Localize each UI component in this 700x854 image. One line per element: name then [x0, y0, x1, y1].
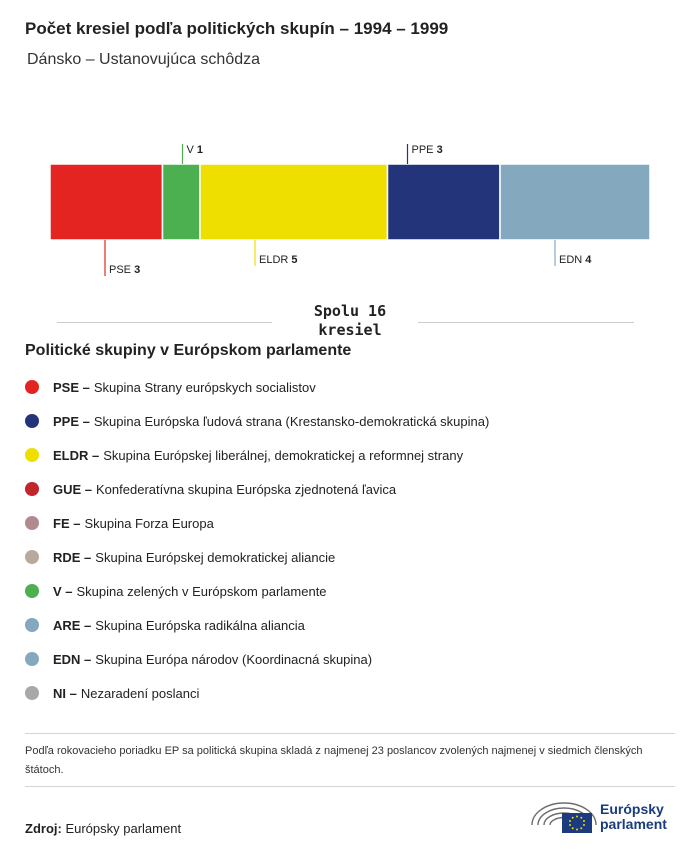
legend-abbr: NI – — [53, 685, 77, 701]
source-line: Zdroj: Európsky parlament — [25, 821, 181, 836]
legend-dot-icon — [25, 618, 39, 632]
legend-name: Skupina zelených v Európskom parlamente — [76, 583, 327, 599]
bar-data-label: PPE 3 — [412, 144, 443, 156]
legend-dot-icon — [25, 686, 39, 700]
legend-item: EDN – Skupina Európa národov (Koordinacná… — [25, 642, 489, 676]
bar-segment-eldr — [199, 163, 389, 241]
legend-dot-icon — [25, 550, 39, 564]
legend-item: RDE – Skupina Európskej demokratickej ali… — [25, 540, 489, 574]
legend-name: Skupina Európska ľudová strana (Krestans… — [93, 413, 490, 429]
legend-name: Konfederatívna skupina Európska zjednote… — [96, 481, 397, 497]
legend-item: ELDR – Skupina Európskej liberálnej, demo… — [25, 438, 489, 472]
legend-name: Skupina Európskej liberálnej, demokratic… — [103, 447, 464, 463]
legend-dot-icon — [25, 380, 39, 394]
legend-item: PSE – Skupina Strany európskych socialist… — [25, 370, 489, 404]
bar-segment-pse — [49, 163, 164, 241]
legend-item: GUE – Konfederatívna skupina Európska zje… — [25, 472, 489, 506]
legend-name: Skupina Európska radikálna aliancia — [95, 617, 305, 633]
bar-segment-ppe — [386, 163, 501, 241]
legend-abbr: EDN – — [53, 651, 92, 667]
chart-subtitle: Dánsko – Ustanovujúca schôdza — [27, 51, 261, 68]
stacked-bar-chart: PSE 3 V 1 ELDR 5 PPE 3 EDN 4 — [49, 144, 651, 276]
legend-item: FE – Skupina Forza Europa — [25, 506, 489, 540]
chart-title: Počet kresiel podľa politických skupín –… — [25, 19, 449, 38]
legend-name: Skupina Forza Europa — [84, 515, 214, 531]
total-seats-line2: kresiel — [318, 321, 382, 339]
legend-abbr: ARE – — [53, 617, 92, 633]
bar-data-label: PSE 3 — [109, 264, 140, 276]
total-seats-label: Spolu 16 kresiel — [275, 302, 425, 340]
logo-text: Európsky parlament — [600, 802, 667, 832]
total-divider-left — [57, 322, 272, 323]
legend-abbr: ELDR – — [53, 447, 100, 463]
legend-abbr: GUE – — [53, 481, 93, 497]
legend-dot-icon — [25, 652, 39, 666]
bar-data-label: V 1 — [187, 144, 204, 156]
legend-item: NI – Nezaradení poslanci — [25, 676, 489, 710]
legend-title: Politické skupiny v Európskom parlamente — [25, 342, 352, 359]
bar-data-label: ELDR 5 — [259, 254, 298, 266]
legend-dot-icon — [25, 516, 39, 530]
legend-list: PSE – Skupina Strany európskych socialist… — [25, 370, 489, 710]
bar-data-label: EDN 4 — [559, 254, 592, 266]
legend-item: V – Skupina zelených v Európskom parlamen… — [25, 574, 489, 608]
legend-name: Skupina Európskej demokratickej aliancie — [95, 549, 336, 565]
legend-name: Skupina Európa národov (Koordinacná skup… — [95, 651, 373, 667]
total-divider-right — [418, 322, 634, 323]
note-divider-top — [25, 733, 675, 734]
legend-dot-icon — [25, 414, 39, 428]
note-divider-bottom — [25, 786, 675, 787]
legend-dot-icon — [25, 584, 39, 598]
logo-text-line1: Európsky — [600, 801, 664, 817]
european-parliament-logo — [531, 802, 597, 833]
bar-segment-edn — [499, 163, 651, 241]
legend-abbr: PSE – — [53, 379, 90, 395]
legend-dot-icon — [25, 448, 39, 462]
legend-item: PPE – Skupina Európska ľudová strana (Kre… — [25, 404, 489, 438]
legend-name: Skupina Strany európskych socialistov — [93, 379, 316, 395]
legend-abbr: PPE – — [53, 413, 90, 429]
legend-item: ARE – Skupina Európska radikálna aliancia — [25, 608, 489, 642]
legend-abbr: V – — [53, 583, 73, 599]
bar-segment-v — [161, 163, 201, 241]
legend-name: Nezaradení poslanci — [80, 685, 200, 701]
total-seats-line1: Spolu 16 — [313, 302, 387, 320]
logo-text-line2: parlament — [600, 816, 667, 832]
legend-abbr: RDE – — [53, 549, 92, 565]
source-label: Zdroj: — [25, 821, 62, 836]
source-value: Európsky parlament — [65, 821, 182, 836]
legend-abbr: FE – — [53, 515, 81, 531]
legend-dot-icon — [25, 482, 39, 496]
footnote: Podľa rokovacieho poriadku EP sa politic… — [25, 745, 643, 776]
